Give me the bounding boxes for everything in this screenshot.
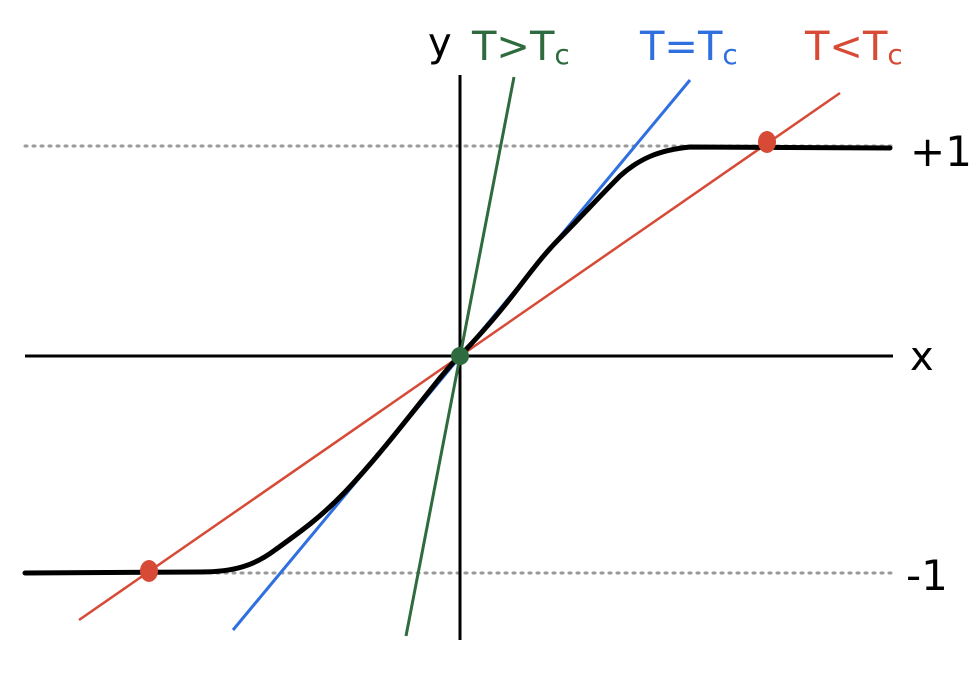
label-t-below-tc-sub: c: [887, 38, 902, 71]
label-t-above-tc-main: T>T: [471, 24, 555, 70]
label-t-below-tc: T<Tc: [804, 24, 903, 71]
origin-dot: [451, 347, 469, 365]
label-t-equal-tc-sub: c: [722, 38, 737, 71]
minus-one-label: -1: [906, 551, 948, 600]
intersection-dot-upper: [758, 131, 776, 153]
label-t-below-tc-main: T<T: [804, 24, 888, 70]
plus-one-label: +1: [910, 127, 972, 176]
label-t-equal-tc-main: T=T: [639, 24, 723, 70]
x-axis-label: x: [910, 334, 934, 380]
y-axis-label: y: [428, 20, 452, 66]
label-t-above-tc: T>Tc: [471, 24, 570, 71]
label-t-equal-tc: T=Tc: [639, 24, 738, 71]
label-t-above-tc-sub: c: [554, 38, 569, 71]
intersection-dot-lower: [140, 560, 158, 582]
